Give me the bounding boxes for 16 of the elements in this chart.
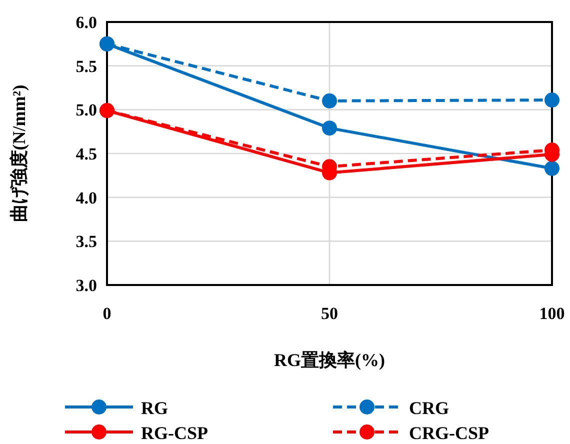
y-tick-label: 5.0 <box>76 100 97 120</box>
y-axis-title: 曲げ強度(N/mm²) <box>9 84 29 222</box>
y-tick-label: 6.0 <box>76 13 97 32</box>
y-tick-label: 3.5 <box>76 232 97 252</box>
x-tick-label: 50 <box>321 304 338 323</box>
x-axis-title: RG置換率(%) <box>274 350 385 370</box>
legend-label: CRG-CSP <box>409 423 490 443</box>
x-tick-label: 100 <box>539 304 565 323</box>
y-tick-label: 4.5 <box>76 144 97 164</box>
x-tick-label: 0 <box>102 304 112 323</box>
y-tick-label: 4.0 <box>76 188 97 208</box>
y-tick-label: 3.0 <box>76 276 97 295</box>
legend-label: RG <box>141 398 168 418</box>
y-tick-label: 5.5 <box>76 56 97 76</box>
legend-label: RG-CSP <box>141 423 208 443</box>
legend-label: CRG <box>409 398 449 418</box>
